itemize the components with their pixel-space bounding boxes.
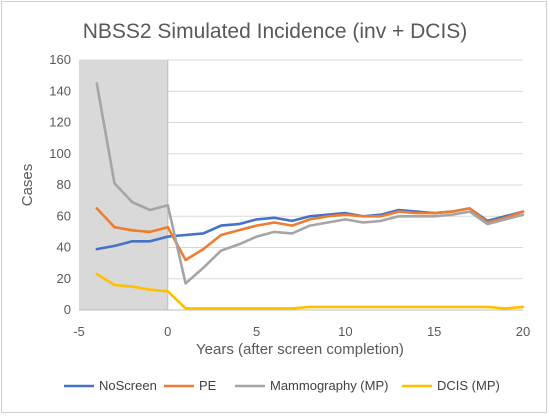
y-tick-label: 40 bbox=[57, 240, 71, 255]
legend-label: Mammography (MP) bbox=[270, 378, 388, 393]
series-line bbox=[95, 272, 525, 310]
x-tick-label: 10 bbox=[338, 324, 352, 339]
legend-label: DCIS (MP) bbox=[437, 378, 500, 393]
x-tick-label: 20 bbox=[516, 324, 530, 339]
y-tick-label: 0 bbox=[64, 302, 71, 317]
series-line bbox=[95, 207, 525, 262]
legend-label: PE bbox=[199, 378, 217, 393]
y-tick-label: 60 bbox=[57, 208, 71, 223]
x-tick-label: 0 bbox=[164, 324, 171, 339]
y-tick-label: 20 bbox=[57, 271, 71, 286]
x-tick-label: 15 bbox=[427, 324, 441, 339]
series-line bbox=[95, 82, 525, 285]
y-tick-label: 120 bbox=[49, 115, 71, 130]
y-tick-label: 100 bbox=[49, 146, 71, 161]
y-axis-title: Cases bbox=[19, 164, 36, 207]
y-tick-label: 160 bbox=[49, 52, 71, 67]
x-axis-title: Years (after screen completion) bbox=[196, 341, 404, 358]
x-tick-label: 5 bbox=[253, 324, 260, 339]
y-tick-label: 140 bbox=[49, 83, 71, 98]
legend-label: NoScreen bbox=[99, 378, 157, 393]
y-tick-label: 80 bbox=[57, 177, 71, 192]
chart-title: NBSS2 Simulated Incidence (inv + DCIS) bbox=[83, 20, 468, 43]
x-tick-label: -5 bbox=[73, 324, 85, 339]
